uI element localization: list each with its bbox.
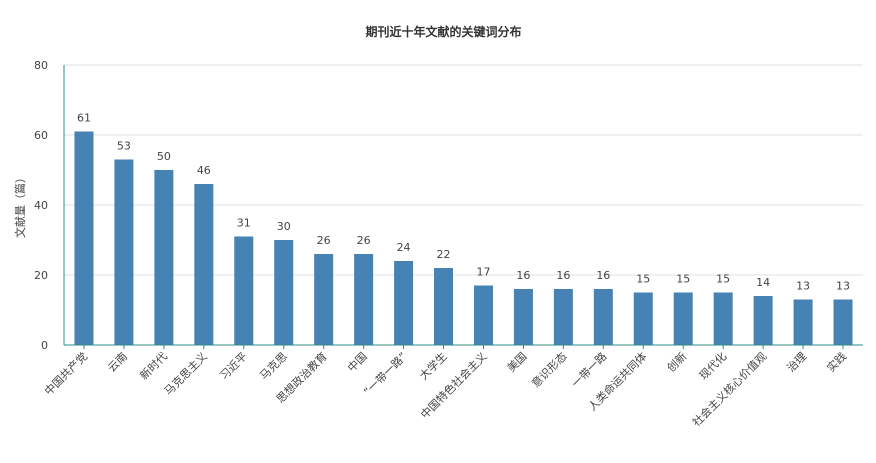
- bar[interactable]: [354, 254, 374, 345]
- bar-value-label: 26: [317, 234, 331, 247]
- bar[interactable]: [114, 159, 134, 346]
- bar-value-label: 17: [476, 266, 490, 279]
- x-category-label: 中国共产党: [41, 349, 90, 398]
- bar[interactable]: [434, 268, 454, 345]
- bar-value-label: 46: [197, 164, 211, 177]
- bar-value-label: 15: [716, 273, 730, 286]
- x-category-label: 意识形态: [528, 349, 569, 390]
- y-axis-label: 文献量（篇）: [13, 172, 27, 238]
- bar[interactable]: [593, 289, 613, 345]
- bar-value-label: 16: [596, 269, 610, 282]
- x-category-label: 中国特色社会主义: [417, 349, 489, 421]
- bar-value-label: 24: [397, 241, 411, 254]
- bar-value-label: 53: [117, 140, 131, 153]
- bar[interactable]: [633, 292, 653, 346]
- grid-lines: [64, 64, 863, 276]
- x-category-label: 创新: [664, 349, 689, 374]
- x-category-label: 实践: [824, 349, 849, 374]
- chart-title: 期刊近十年文献的关键词分布: [365, 24, 521, 39]
- bar[interactable]: [793, 299, 813, 346]
- bar-value-label: 13: [836, 280, 850, 293]
- bar-value-label: 26: [357, 234, 371, 247]
- bar-value-label: 22: [437, 248, 451, 261]
- bar[interactable]: [833, 299, 853, 346]
- bar-value-label: 14: [756, 276, 770, 289]
- bar-value-label: 13: [796, 280, 810, 293]
- bar-value-label: 16: [556, 269, 570, 282]
- bar[interactable]: [553, 289, 573, 345]
- x-category-label: 治理: [784, 349, 809, 374]
- bar-value-label: 15: [636, 273, 650, 286]
- x-category-label: 现代化: [696, 349, 729, 382]
- bar-value-label: 16: [516, 269, 530, 282]
- y-tick-label: 40: [34, 199, 48, 212]
- bar[interactable]: [713, 292, 733, 346]
- bar-value-label: 31: [237, 217, 251, 230]
- bar[interactable]: [673, 292, 693, 346]
- y-tick-label: 20: [34, 269, 48, 282]
- x-category-label: 社会主义核心价值观: [689, 349, 769, 429]
- y-tick-label: 60: [34, 129, 48, 142]
- x-category-label: 美国: [505, 350, 530, 375]
- bar[interactable]: [194, 184, 214, 345]
- bar-value-label: 15: [676, 273, 690, 286]
- bar[interactable]: [154, 170, 174, 345]
- bar[interactable]: [513, 289, 533, 345]
- x-category-label: 云南: [105, 350, 130, 375]
- x-category-label: 新时代: [137, 349, 170, 382]
- bar[interactable]: [473, 285, 493, 346]
- bar[interactable]: [234, 236, 254, 346]
- x-category-label: 大学生: [416, 349, 449, 382]
- bar[interactable]: [314, 254, 334, 345]
- x-category-label: 马克思主义: [162, 350, 210, 398]
- bar[interactable]: [753, 296, 773, 345]
- y-tick-label: 80: [34, 59, 48, 72]
- bar[interactable]: [74, 131, 94, 346]
- y-tick-label: 0: [41, 339, 48, 352]
- bars: [74, 131, 853, 346]
- bar-value-label: 50: [157, 150, 171, 163]
- x-category-label: 马克思: [257, 350, 290, 383]
- bar-value-label: 61: [77, 112, 91, 125]
- axes: [63, 65, 863, 349]
- bar[interactable]: [274, 240, 294, 345]
- x-category-label: 一带一路: [569, 350, 609, 390]
- x-category-label: “一带一路”: [361, 350, 409, 398]
- x-category-label: 习近平: [217, 350, 250, 383]
- x-category-label: 中国: [345, 350, 370, 375]
- bar-value-label: 30: [277, 220, 291, 233]
- bar[interactable]: [394, 261, 414, 345]
